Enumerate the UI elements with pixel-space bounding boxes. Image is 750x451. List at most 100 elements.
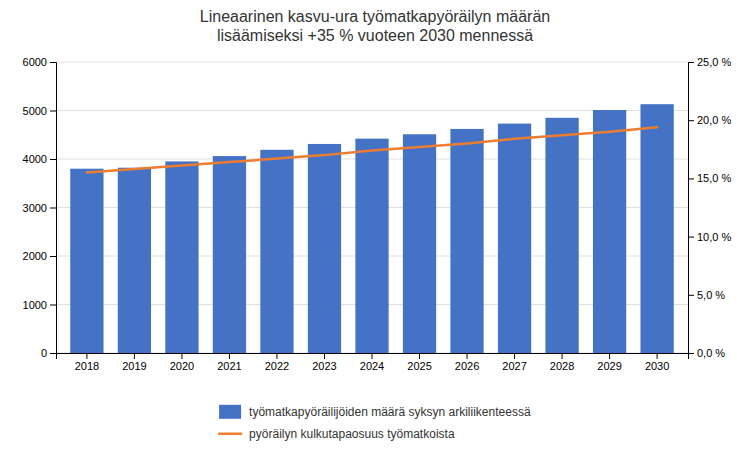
- bar: [213, 156, 246, 353]
- y2-tick-label: 15,0 %: [697, 172, 731, 184]
- bar: [640, 104, 673, 353]
- y-tick-label: 0: [41, 347, 47, 359]
- x-tick: 2030: [645, 353, 669, 372]
- x-tick-mark: [324, 353, 325, 359]
- bar: [118, 168, 151, 353]
- y-tick: 1000: [23, 299, 56, 311]
- y-tick-label: 1000: [23, 299, 47, 311]
- title-line: Lineaarinen kasvu-ura työmatkapyöräilyn …: [200, 8, 550, 25]
- x-tick-mark: [134, 353, 135, 359]
- x-tick-label: 2030: [645, 360, 669, 372]
- x-tick: 2026: [455, 353, 479, 372]
- x-tick-label: 2023: [312, 360, 336, 372]
- x-tick-mark: [562, 353, 563, 359]
- x-axis-line: [57, 354, 689, 360]
- x-tick-mark: [181, 353, 182, 359]
- plot: 2018 2019 2020 2021 2022 2023 2024 2025 2026 2027…: [23, 56, 732, 372]
- x-tick-label: 2024: [360, 360, 384, 372]
- y-tick-label: 2000: [23, 250, 47, 262]
- y-tick: 6000: [23, 56, 56, 68]
- x-tick-label: 2021: [217, 360, 241, 372]
- y2-tick: 25,0 %: [688, 56, 731, 68]
- x-tick-mark: [657, 353, 658, 359]
- x-tick: 2019: [122, 353, 146, 372]
- y2-axis: 0,0 % 5,0 % 10,0 % 15,0 % 20,0 % 25,0 %: [688, 56, 731, 359]
- line: [87, 127, 657, 172]
- x-tick: 2018: [75, 353, 99, 372]
- marks: [70, 104, 673, 353]
- x-tick-label: 2029: [597, 360, 621, 372]
- y2-tick-label: 25,0 %: [697, 56, 731, 68]
- x-tick: 2021: [217, 353, 241, 372]
- legend-label: työmatkapyöräilijöiden määrä syksyn arki…: [249, 405, 531, 419]
- y-tick: 3000: [23, 202, 56, 214]
- x-tick: 2025: [407, 353, 431, 372]
- bar: [498, 124, 531, 353]
- y-tick-mark: [50, 256, 56, 257]
- x-tick-label: 2028: [550, 360, 574, 372]
- x-tick-label: 2022: [265, 360, 289, 372]
- y-tick: 4000: [23, 153, 56, 165]
- x-tick: 2029: [597, 353, 621, 372]
- y2-tick-label: 5,0 %: [697, 289, 725, 301]
- x-tick-label: 2027: [502, 360, 526, 372]
- bar: [593, 110, 626, 353]
- x-tick-mark: [229, 353, 230, 359]
- bar: [308, 144, 341, 353]
- x-tick-label: 2026: [455, 360, 479, 372]
- y2-tick-mark: [688, 295, 694, 296]
- grid-line: [56, 62, 688, 63]
- y2-tick: 20,0 %: [688, 114, 731, 126]
- x-tick-mark: [276, 353, 277, 359]
- y-tick-mark: [50, 62, 56, 63]
- x-tick-label: 2020: [170, 360, 194, 372]
- legend-swatch: [219, 433, 241, 436]
- y-axis-line: [50, 63, 57, 354]
- y-tick-mark: [50, 208, 56, 209]
- legend-swatch: [219, 405, 241, 419]
- x-tick: 2022: [265, 353, 289, 372]
- bar: [260, 150, 293, 353]
- x-tick: 2024: [360, 353, 384, 372]
- bar: [165, 161, 198, 353]
- x-tick-label: 2018: [75, 360, 99, 372]
- y2-tick: 10,0 %: [688, 231, 731, 243]
- y-tick-mark: [50, 159, 56, 160]
- y2-tick-label: 10,0 %: [697, 231, 731, 243]
- y-tick-label: 5000: [23, 105, 47, 117]
- y2-tick-mark: [688, 120, 694, 121]
- y-tick-label: 4000: [23, 153, 47, 165]
- bar: [450, 129, 483, 353]
- y-tick-mark: [50, 111, 56, 112]
- y2-tick: 5,0 %: [688, 289, 725, 301]
- y2-tick-mark: [688, 178, 694, 179]
- x-tick-mark: [372, 353, 373, 359]
- y2-tick-mark: [688, 62, 694, 63]
- y2-tick-mark: [688, 237, 694, 238]
- x-tick-mark: [514, 353, 515, 359]
- y-tick-label: 3000: [23, 202, 47, 214]
- grid: [56, 62, 688, 353]
- legend-item: pyöräilyn kulkutapaosuus työmatkoista: [219, 427, 455, 441]
- x-tick-mark: [609, 353, 610, 359]
- y-tick-mark: [50, 353, 56, 354]
- y2-tick: 0,0 %: [688, 347, 725, 359]
- legend-label: pyöräilyn kulkutapaosuus työmatkoista: [249, 427, 455, 441]
- chart: Lineaarinen kasvu-ura työmatkapyöräilyn …: [0, 0, 750, 451]
- x-tick-mark: [86, 353, 87, 359]
- y-tick-mark: [50, 305, 56, 306]
- y2-axis-line: [689, 63, 695, 354]
- x-tick-label: 2025: [407, 360, 431, 372]
- y-tick: 0: [41, 347, 56, 359]
- y-tick-label: 6000: [23, 56, 47, 68]
- y2-tick-label: 0,0 %: [697, 347, 725, 359]
- bar: [403, 134, 436, 353]
- y2-tick-label: 20,0 %: [697, 114, 731, 126]
- bar: [70, 169, 103, 353]
- x-tick-mark: [419, 353, 420, 359]
- x-tick: 2027: [502, 353, 526, 372]
- x-axis: 2018 2019 2020 2021 2022 2023 2024 2025 2026 2027…: [57, 353, 689, 372]
- x-tick-label: 2019: [122, 360, 146, 372]
- x-tick: 2028: [550, 353, 574, 372]
- bar: [545, 118, 578, 353]
